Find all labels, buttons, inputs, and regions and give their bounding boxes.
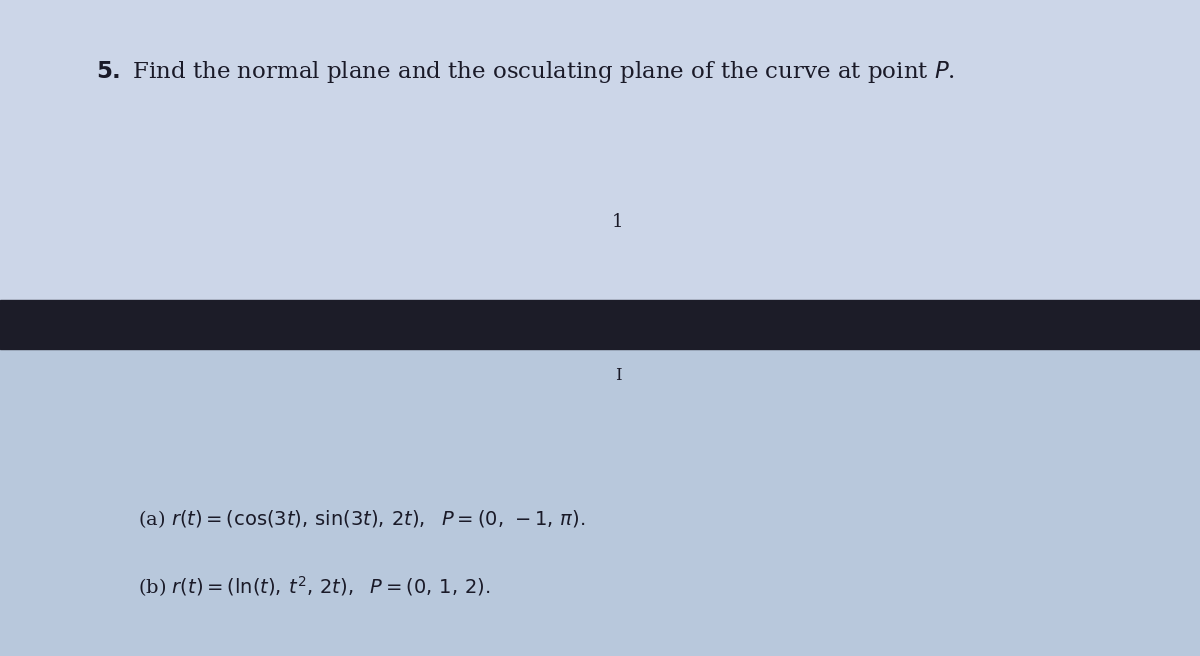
- Text: 1: 1: [612, 213, 624, 231]
- Text: $\mathbf{5.}$ Find the normal plane and the osculating plane of the curve at poi: $\mathbf{5.}$ Find the normal plane and …: [96, 59, 955, 85]
- Text: (b) $r(t) = (\ln(t),\, t^2,\, 2t),\ \ P = (0,\,1,\,2).$: (b) $r(t) = (\ln(t),\, t^2,\, 2t),\ \ P …: [138, 574, 491, 599]
- Bar: [0, 0, 1200, 325]
- Text: (a) $r(t) = (\cos(3t),\, \sin(3t),\, 2t),\ \ P = (0,\,-1,\,\pi).$: (a) $r(t) = (\cos(3t),\, \sin(3t),\, 2t)…: [138, 508, 586, 530]
- Text: I: I: [614, 367, 622, 384]
- Bar: [0, 300, 1200, 349]
- Bar: [0, 325, 1200, 656]
